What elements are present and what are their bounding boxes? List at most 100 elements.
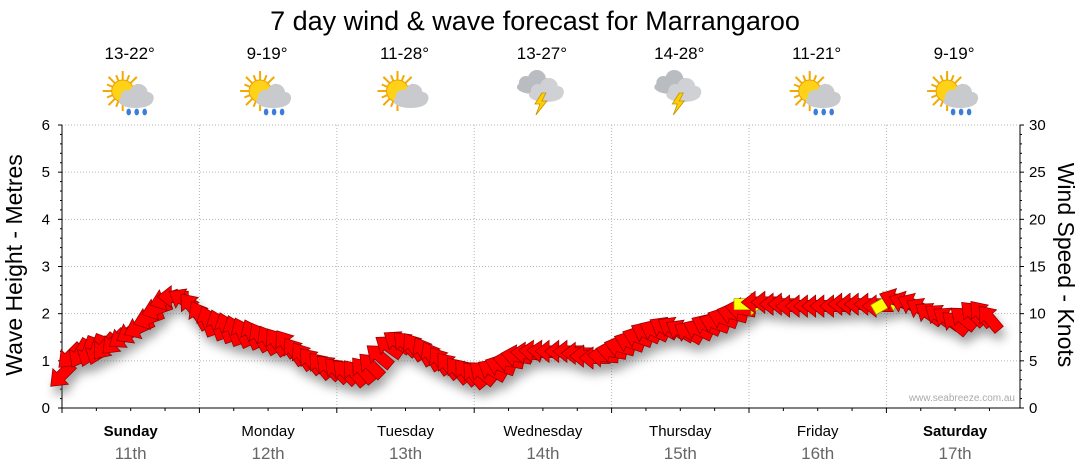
sun-ray bbox=[252, 74, 257, 82]
sun-ray bbox=[793, 83, 800, 88]
sun-ray bbox=[106, 83, 113, 88]
sun-ray bbox=[381, 94, 388, 99]
sun-ray bbox=[802, 74, 807, 82]
raindrop bbox=[263, 108, 269, 116]
sun-ray bbox=[125, 74, 131, 82]
sun-ray bbox=[939, 100, 944, 108]
right-tick-label: 25 bbox=[1029, 164, 1046, 181]
sun-ray bbox=[107, 98, 116, 106]
day-forecast-header: 13-22° 9-19° 11-28° 13-27° 14-28° 11-21° 9-19° bbox=[102, 44, 979, 116]
sun-ray bbox=[106, 94, 113, 99]
temperature-range: 9-19° bbox=[247, 44, 288, 63]
raindrop bbox=[829, 108, 834, 116]
raindrop bbox=[950, 108, 956, 116]
cloud-puff bbox=[141, 92, 154, 104]
wind-arrow bbox=[359, 353, 387, 381]
cloud-puff bbox=[416, 92, 429, 104]
sun-ray bbox=[381, 83, 388, 88]
sun-ray bbox=[390, 74, 395, 82]
day-name-label: Sunday bbox=[104, 423, 159, 440]
right-tick-label: 15 bbox=[1029, 259, 1046, 276]
temperature-range: 9-19° bbox=[934, 44, 975, 63]
day-name-label: Friday bbox=[797, 423, 839, 440]
day-axis-labels: Sunday 11th Monday 12th Tuesday 13th Wednesday… bbox=[104, 423, 988, 463]
raindrop bbox=[958, 108, 964, 116]
cloud-shape bbox=[118, 84, 154, 108]
sun-ray bbox=[931, 83, 938, 88]
temperature-range: 13-27° bbox=[517, 44, 567, 63]
cloud-puff bbox=[966, 92, 979, 104]
temperature-range: 11-28° bbox=[380, 44, 429, 63]
sun-ray bbox=[812, 74, 818, 82]
sun-ray bbox=[400, 74, 405, 82]
cloud-puff bbox=[279, 92, 292, 104]
sun-ray bbox=[390, 100, 395, 108]
raindrop bbox=[126, 108, 131, 116]
sun-rain-icon bbox=[240, 71, 292, 116]
cloud-shape bbox=[943, 84, 979, 108]
day-date-label: 11th bbox=[115, 444, 147, 463]
right-tick-label: 10 bbox=[1029, 306, 1046, 323]
cloud-shape bbox=[393, 84, 429, 108]
sun-ray bbox=[816, 76, 825, 84]
sun-ray bbox=[404, 76, 413, 84]
chart-grid bbox=[61, 124, 1020, 413]
sun-ray bbox=[954, 76, 962, 84]
day-date-label: 12th bbox=[252, 444, 285, 463]
sun-ray bbox=[931, 94, 938, 99]
left-tick-label: 1 bbox=[42, 353, 50, 370]
sun-ray bbox=[794, 98, 803, 106]
sun-ray bbox=[245, 98, 254, 106]
wind-speed-axis: 0 5 10 15 20 25 30 bbox=[1019, 117, 1046, 417]
cloud-puff bbox=[689, 86, 702, 98]
wind-arrow-shadow bbox=[53, 368, 80, 395]
left-tick-label: 6 bbox=[42, 117, 50, 134]
sun-ray bbox=[932, 76, 941, 84]
sun-rain-icon bbox=[102, 71, 154, 116]
lightning-bolt bbox=[534, 92, 548, 116]
raindrop bbox=[134, 108, 139, 116]
sun-ray bbox=[244, 94, 251, 99]
left-tick-label: 3 bbox=[42, 259, 50, 276]
raindrop bbox=[813, 108, 818, 116]
wind-arrow bbox=[978, 305, 1004, 334]
left-tick-label: 2 bbox=[42, 306, 50, 323]
day-name-label: Wednesday bbox=[503, 423, 582, 440]
temperature-range: 13-22° bbox=[105, 44, 155, 63]
day-date-label: 14th bbox=[526, 444, 559, 463]
temperature-range: 11-21° bbox=[792, 44, 841, 63]
sun-ray bbox=[382, 98, 391, 106]
lightning-bolt bbox=[671, 92, 686, 116]
sun-rain-icon bbox=[927, 71, 979, 116]
day-name-label: Monday bbox=[241, 423, 295, 440]
left-tick-label: 5 bbox=[42, 164, 50, 181]
thunderstorm-icon bbox=[516, 70, 564, 116]
sun-ray bbox=[794, 76, 803, 84]
right-axis-title: Wind Speed - Knots bbox=[1053, 163, 1079, 368]
sun-ray bbox=[244, 83, 251, 88]
raindrop bbox=[271, 108, 277, 116]
left-tick-label: 4 bbox=[42, 211, 50, 228]
sun-ray bbox=[115, 100, 120, 108]
thunderstorm-icon bbox=[654, 70, 702, 116]
cloud-puff bbox=[828, 92, 841, 104]
sun-ray bbox=[939, 74, 944, 82]
right-tick-label: 5 bbox=[1029, 353, 1037, 370]
credit-text: www.seabreeze.com.au bbox=[908, 393, 1015, 404]
sun-ray bbox=[263, 74, 268, 82]
sun-ray bbox=[802, 100, 807, 108]
cloud-shape bbox=[805, 84, 841, 108]
day-date-label: 13th bbox=[389, 444, 422, 463]
sun-ray bbox=[129, 76, 138, 84]
cloud-shape bbox=[256, 84, 292, 108]
sun-ray bbox=[267, 76, 275, 84]
day-name-label: Thursday bbox=[649, 423, 712, 440]
sun-rays bbox=[102, 71, 143, 111]
right-tick-label: 20 bbox=[1029, 211, 1046, 228]
wind-arrows bbox=[50, 284, 1004, 391]
raindrop bbox=[966, 108, 972, 116]
sun-ray bbox=[252, 100, 257, 108]
sun-ray bbox=[793, 94, 800, 99]
